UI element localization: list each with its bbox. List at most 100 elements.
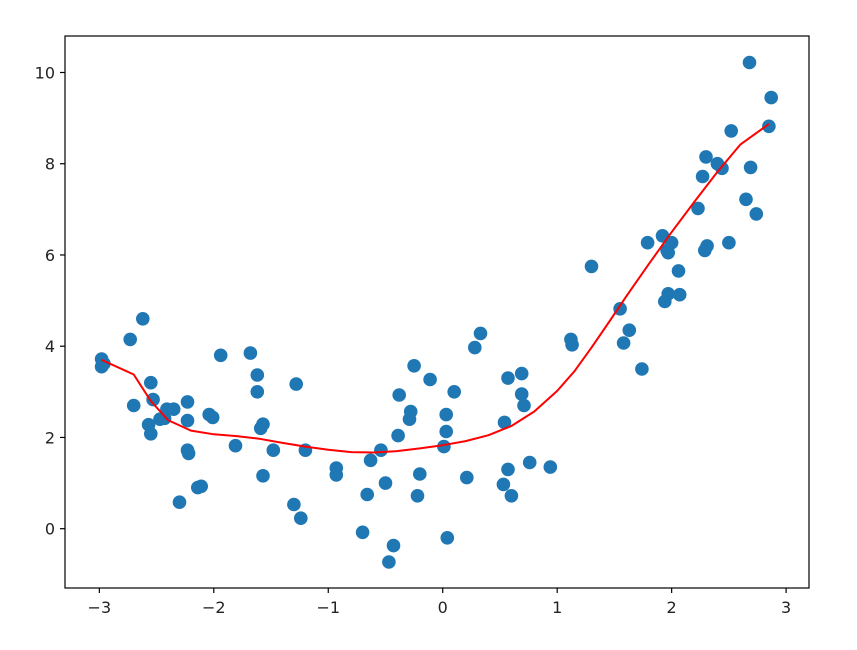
scatter-point — [473, 326, 488, 341]
scatter-point — [722, 235, 736, 250]
scatter-point — [413, 467, 427, 481]
scatter-point — [584, 259, 599, 274]
fit-line-layer — [101, 123, 770, 454]
scatter-point — [543, 460, 558, 474]
scatter-point — [172, 495, 187, 510]
scatter-point — [250, 368, 265, 382]
scatter-point — [616, 336, 631, 350]
scatter-point — [194, 479, 208, 494]
scatter-point — [378, 476, 393, 490]
scatter-point — [739, 192, 753, 207]
scatter-point — [749, 207, 764, 221]
scatter-point — [762, 119, 776, 134]
scatter-point — [256, 417, 270, 432]
scatter-point — [423, 372, 437, 387]
scatter-point — [742, 55, 757, 70]
scatter-point — [437, 439, 451, 454]
scatter-point — [764, 90, 778, 105]
scatter-point — [447, 385, 462, 399]
scatter-point — [514, 366, 529, 381]
y-tick-label: 10 — [35, 63, 55, 82]
scatter-point — [294, 511, 308, 525]
scatter-point — [391, 428, 405, 443]
scatter-point — [496, 477, 511, 492]
scatter-point — [382, 555, 396, 569]
scatter-point — [374, 443, 388, 458]
axis-ticks: −3 −2 −1 0 1 2 3 0 2 4 6 8 10 — [35, 63, 792, 617]
scatter-point — [517, 398, 531, 413]
scatter-point — [266, 443, 281, 458]
scatter-point — [407, 359, 421, 373]
scatter-point — [522, 455, 537, 470]
scatter-point — [144, 375, 158, 390]
scatter-point — [565, 338, 579, 352]
scatter-point — [514, 387, 529, 401]
scatter-point — [181, 446, 196, 461]
scatter-point — [287, 497, 301, 512]
x-tick-label: −1 — [316, 598, 340, 617]
scatter-points — [94, 55, 778, 569]
scatter-point — [392, 388, 407, 402]
scatter-point — [243, 346, 258, 360]
scatter-point — [635, 362, 649, 376]
scatter-point — [250, 385, 265, 399]
scatter-point — [136, 312, 150, 326]
scatter-point — [386, 538, 401, 553]
scatter-point — [622, 323, 637, 338]
scatter-point — [700, 239, 714, 253]
x-tick-label: −3 — [88, 598, 112, 617]
scatter-point — [695, 169, 710, 184]
fit-line — [101, 123, 770, 454]
y-tick-label: 6 — [45, 246, 55, 265]
scatter-point — [363, 453, 378, 468]
scatter-point — [672, 287, 687, 302]
scatter-point — [640, 235, 655, 250]
scatter-point — [460, 470, 474, 485]
scatter-point — [439, 424, 454, 439]
scatter-point — [126, 398, 141, 413]
y-tick-label: 8 — [45, 155, 55, 174]
scatter-point — [228, 438, 243, 453]
scatter-point — [410, 489, 425, 503]
scatter-point — [661, 287, 675, 301]
scatter-point — [504, 489, 519, 503]
x-tick-label: −2 — [202, 598, 226, 617]
y-tick-label: 0 — [45, 520, 55, 539]
scatter-point — [664, 235, 679, 250]
scatter-point — [123, 332, 137, 347]
scatter-point — [355, 525, 370, 540]
y-tick-label: 4 — [45, 337, 55, 356]
scatter-point — [329, 468, 344, 482]
plot-frame — [64, 35, 810, 589]
scatter-point — [468, 340, 482, 355]
plot-area — [65, 36, 809, 588]
scatter-point — [440, 531, 455, 545]
scatter-point — [691, 201, 705, 216]
scatter-point — [213, 348, 228, 363]
scatter-point — [180, 395, 195, 409]
scatter-point — [501, 462, 515, 477]
x-tick-label: 0 — [438, 598, 448, 617]
scatter-point — [146, 392, 160, 407]
scatter-point — [743, 160, 758, 175]
scatter-point — [360, 487, 375, 502]
scatter-point — [699, 150, 713, 164]
scatter-point — [289, 377, 304, 391]
scatter-point — [97, 356, 111, 371]
scatter-point — [205, 410, 220, 425]
x-tick-label: 3 — [781, 598, 791, 617]
x-tick-label: 2 — [667, 598, 677, 617]
scatter-point — [403, 404, 418, 419]
scatter-point — [724, 124, 738, 138]
y-tick-label: 2 — [45, 428, 55, 447]
x-tick-label: 1 — [552, 598, 562, 617]
scatter-point — [256, 469, 270, 483]
scatter-point — [497, 415, 512, 430]
scatter-point — [144, 427, 158, 441]
scatter-point — [439, 407, 454, 422]
scatter-point — [501, 371, 515, 385]
scatter-point — [180, 413, 195, 428]
scatter-point — [671, 264, 686, 278]
